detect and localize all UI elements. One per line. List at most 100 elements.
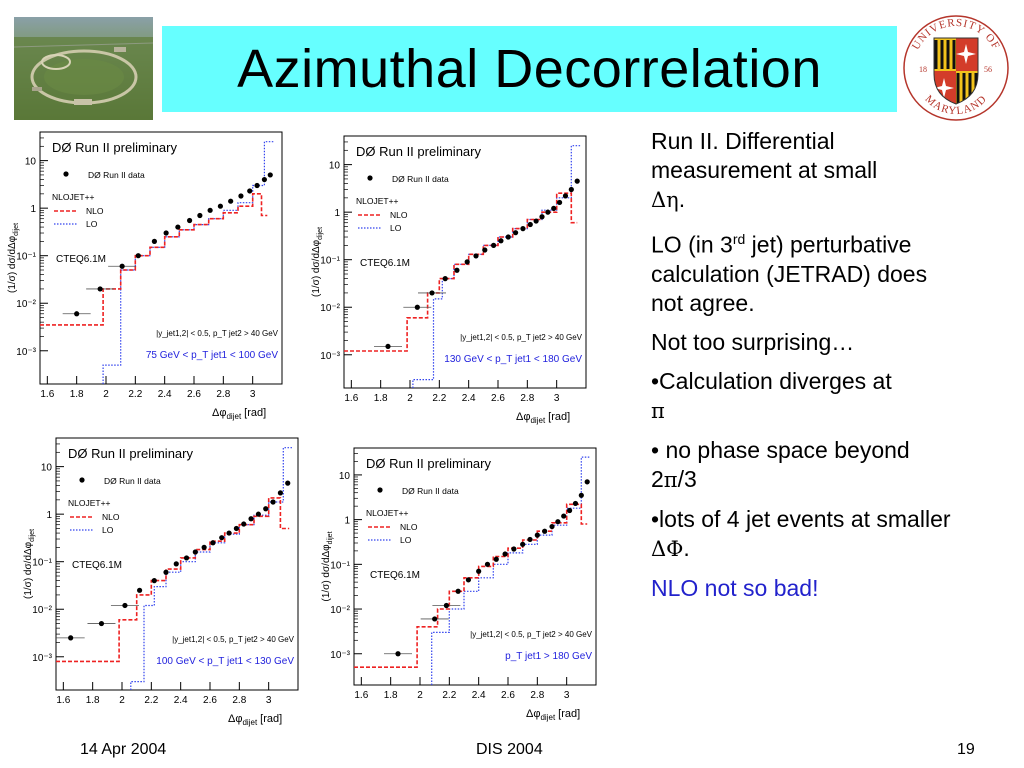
pdf-label: CTEQ6.1M bbox=[360, 258, 410, 269]
x-tick-label: 3 bbox=[266, 695, 272, 706]
data-point bbox=[527, 221, 533, 228]
y-tick-label: 1 bbox=[334, 208, 340, 219]
accelerator-photo bbox=[14, 17, 153, 120]
legend-nlo-label: NLO bbox=[86, 206, 104, 216]
x-axis-label: Δφdijet [rad] bbox=[212, 407, 266, 421]
data-point bbox=[285, 480, 291, 486]
data-point bbox=[498, 238, 504, 244]
chart-panel-3: 10⁻³ 10⁻² 10⁻¹ 1 10 1.6 1.8 2 2.2 2.4 2.6 2.8 3 (1/σ)… bbox=[18, 430, 308, 730]
x-tick-label: 1.8 bbox=[374, 393, 388, 404]
cut-label: |y_jet1,2| < 0.5, p_T jet2 > 40 GeV bbox=[470, 630, 593, 639]
x-axis-label-unit: [rad] bbox=[558, 708, 580, 720]
y-tick-label: 1 bbox=[30, 204, 36, 215]
data-point bbox=[454, 267, 460, 273]
x-tick-label: 2.4 bbox=[462, 393, 476, 404]
data-point bbox=[151, 238, 157, 244]
bullet-3: Not too surprising… bbox=[651, 328, 855, 355]
legend-lo-label: LO bbox=[400, 535, 412, 545]
pdf-label: CTEQ6.1M bbox=[56, 254, 106, 265]
data-point bbox=[228, 198, 234, 204]
data-point bbox=[513, 230, 519, 236]
x-tick-label: 2 bbox=[407, 393, 413, 404]
pt-range-label: 75 GeV < p_T jet1 < 100 GeV bbox=[146, 350, 278, 361]
chart-svg-3: 10⁻³ 10⁻² 10⁻¹ 1 10 1.6 1.8 2 2.2 2.4 2.6 2.8 3 (1/σ)… bbox=[23, 437, 299, 727]
legend-data-marker bbox=[63, 171, 69, 177]
cut-label: |y_jet1,2| < 0.5, p_T jet2 > 40 GeV bbox=[172, 635, 295, 644]
data-point bbox=[395, 651, 401, 657]
y-tick-label: 10 bbox=[25, 157, 37, 168]
x-tick-label: 2.2 bbox=[442, 690, 456, 701]
x-tick-label: 2.6 bbox=[203, 695, 217, 706]
data-point bbox=[238, 193, 244, 199]
data-point bbox=[277, 490, 283, 496]
data-point bbox=[549, 523, 555, 530]
chart-panel-1: 10⁻³ 10⁻² 10⁻¹ 1 10 1.6 1.8 2 2.2 2.4 2.6 2.8 3 (1/σ)… bbox=[2, 124, 292, 424]
chart-svg-4: 10⁻³ 10⁻² 10⁻¹ 1 10 1.6 1.8 2 2.2 2.4 2.6 2.8 3 (1/σ)… bbox=[321, 447, 597, 722]
data-point bbox=[551, 205, 557, 211]
y-tick-label: 10⁻² bbox=[320, 303, 340, 314]
footer-conference: DIS 2004 bbox=[476, 741, 543, 758]
data-point bbox=[567, 507, 573, 514]
y-tick-label: 10 bbox=[329, 161, 341, 172]
university-seal-logo: UNIVERSITY OF MARYLAND 18 56 bbox=[900, 12, 1012, 124]
x-tick-label: 3 bbox=[554, 393, 560, 404]
data-point bbox=[267, 172, 273, 178]
data-point bbox=[562, 193, 569, 199]
x-tick-label: 1.8 bbox=[70, 389, 84, 400]
y-tick-label: 10⁻¹ bbox=[330, 560, 350, 571]
nlo-curve bbox=[344, 192, 578, 352]
y-tick-label: 10 bbox=[41, 463, 53, 474]
bullet-5: • no phase space beyond 2π/3 bbox=[651, 436, 910, 492]
data-point bbox=[68, 635, 74, 641]
data-point bbox=[442, 276, 448, 282]
data-point bbox=[210, 540, 216, 546]
y-tick-label: 10⁻¹ bbox=[32, 558, 52, 569]
data-point bbox=[534, 532, 540, 538]
x-tick-label: 3 bbox=[564, 690, 570, 701]
data-point bbox=[192, 549, 198, 555]
y-axis-label: (1/σ) dσ/dΔφdijet bbox=[23, 529, 36, 599]
legend-data-marker bbox=[377, 487, 383, 493]
page-title: Azimuthal Decorrelation bbox=[237, 39, 822, 99]
data-point bbox=[98, 620, 105, 627]
data-point bbox=[187, 217, 193, 224]
chart-heading: DØ Run II preliminary bbox=[68, 446, 193, 461]
data-point bbox=[511, 546, 517, 552]
data-point bbox=[173, 561, 179, 567]
nlo-curve bbox=[40, 193, 268, 326]
data-point bbox=[122, 602, 128, 609]
x-tick-label: 2.8 bbox=[216, 389, 230, 400]
bullet-2: LO (in 3rd jet) perturbative calculation… bbox=[651, 231, 928, 316]
y-tick-label: 10⁻³ bbox=[32, 653, 52, 664]
y-axis-label: (1/σ) dσ/dΔφdijet bbox=[311, 227, 324, 297]
x-axis-label-sub: dijet bbox=[226, 412, 241, 421]
data-point bbox=[533, 218, 539, 224]
x-axis-label-sub: dijet bbox=[530, 416, 545, 425]
seal-year-left: 18 bbox=[919, 65, 927, 74]
x-tick-label: 1.8 bbox=[86, 695, 100, 706]
data-point bbox=[432, 616, 438, 622]
legend-generator-label: NLOJET++ bbox=[356, 196, 399, 206]
pt-range-label: 100 GeV < p_T jet1 < 130 GeV bbox=[156, 656, 294, 667]
y-tick-label: 10⁻³ bbox=[16, 347, 36, 358]
data-point bbox=[74, 311, 80, 317]
data-point bbox=[248, 516, 254, 522]
data-point bbox=[484, 561, 491, 567]
chart-heading: DØ Run II preliminary bbox=[366, 456, 491, 471]
legend-data-marker bbox=[79, 477, 85, 483]
footer-page-number: 19 bbox=[957, 741, 975, 758]
x-tick-label: 2.6 bbox=[501, 690, 515, 701]
legend-lo-label: LO bbox=[86, 219, 98, 229]
data-point bbox=[443, 602, 449, 609]
bullet-4: •Calculation diverges at π bbox=[651, 367, 892, 423]
data-point bbox=[385, 343, 391, 350]
y-tick-label: 10 bbox=[339, 471, 351, 482]
legend-nlo-label: NLO bbox=[400, 522, 418, 532]
data-point bbox=[217, 203, 223, 209]
x-axis-label: Δφdijet [rad] bbox=[228, 713, 282, 727]
data-point bbox=[502, 551, 508, 557]
data-point bbox=[135, 253, 141, 259]
y-tick-label: 10⁻² bbox=[330, 605, 350, 616]
bullet-1: Run II. Differential measurement at smal… bbox=[651, 128, 878, 212]
nlo-curve bbox=[354, 503, 588, 668]
